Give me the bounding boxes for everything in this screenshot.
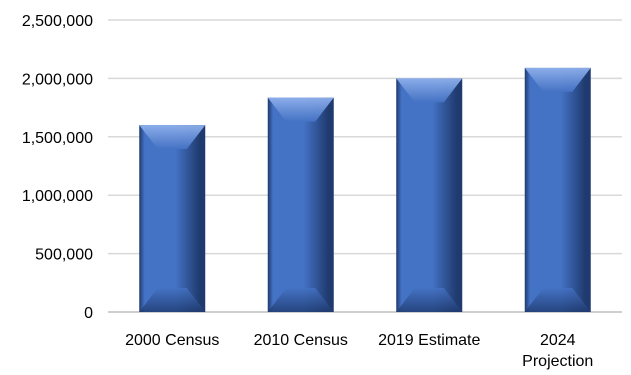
y-tick-label: 500,000: [35, 247, 93, 264]
y-tick-label: 2,500,000: [22, 13, 93, 30]
bar-body: [267, 97, 334, 312]
bar-bottom-bevel: [267, 288, 334, 312]
bar: [139, 125, 206, 313]
bar-bottom-bevel: [139, 288, 206, 312]
bar-body: [396, 78, 463, 313]
x-category-label: 2000 Census: [125, 332, 219, 349]
bar-bottom-bevel: [524, 288, 591, 312]
bar: [396, 78, 463, 313]
x-category-label: Projection: [522, 353, 593, 370]
bar: [267, 97, 334, 312]
y-axis-tick-labels: 0 500,000 1,000,000 1,500,000 2,000,000 2,500…: [22, 13, 93, 322]
x-category-label: 2019 Estimate: [378, 332, 480, 349]
bar-body: [524, 67, 591, 312]
bar-body: [139, 125, 206, 313]
y-tick-label: 2,000,000: [22, 71, 93, 88]
bar-top-bevel: [396, 78, 463, 103]
x-category-label: 2010 Census: [254, 332, 348, 349]
y-tick-label: 0: [84, 305, 93, 322]
bar-bottom-bevel: [396, 288, 463, 312]
bar-top-bevel: [139, 125, 206, 150]
x-category-label: 2024: [540, 332, 576, 349]
y-tick-label: 1,500,000: [22, 130, 93, 147]
y-tick-label: 1,000,000: [22, 188, 93, 205]
bars: [139, 67, 591, 313]
x-axis-category-labels: 2000 Census 2010 Census 2019 Estimate 2024 P…: [125, 332, 593, 370]
bar: [524, 67, 591, 312]
bar-top-bevel: [267, 97, 334, 122]
bar-top-bevel: [524, 67, 591, 92]
